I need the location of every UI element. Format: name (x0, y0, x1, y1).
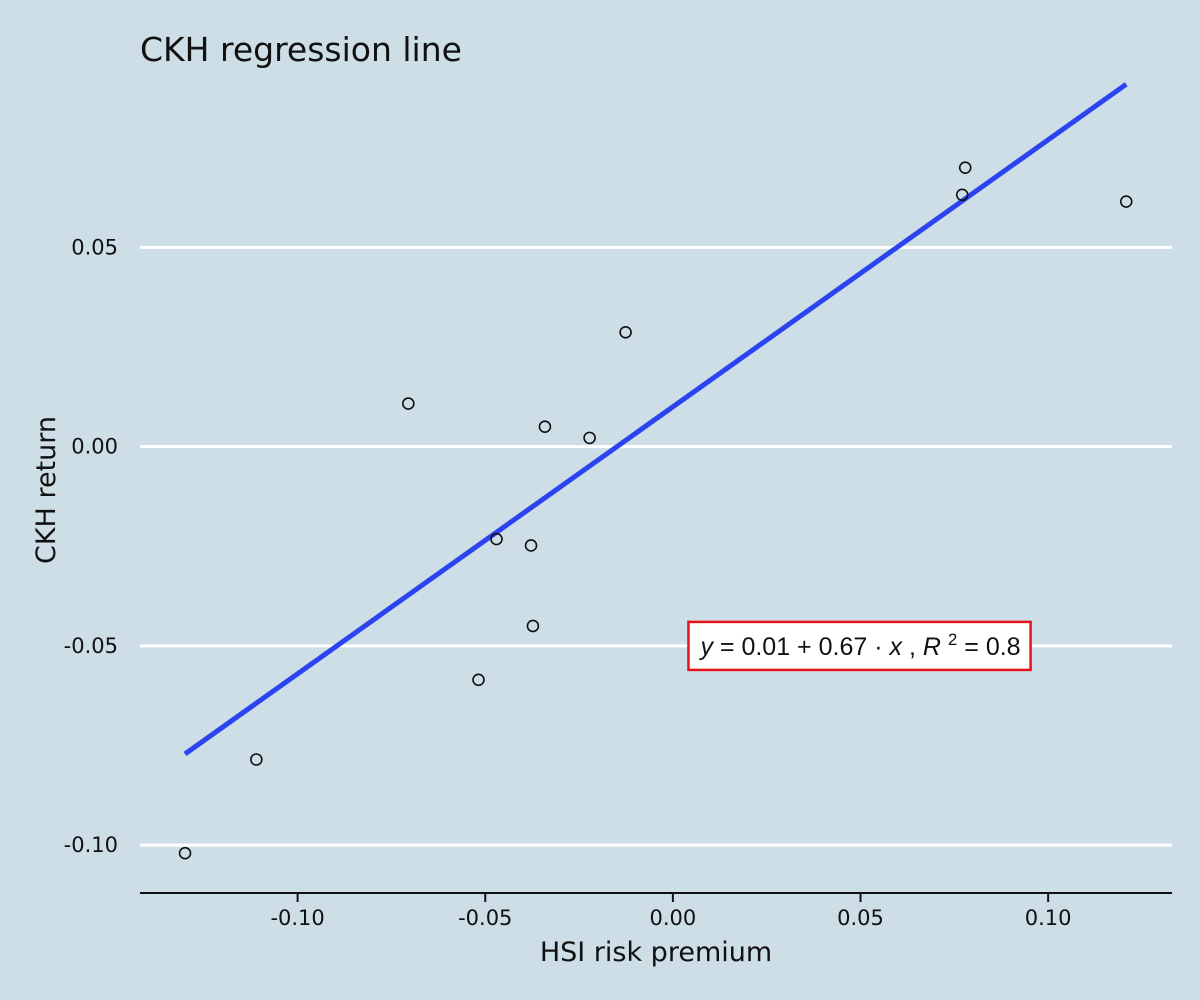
data-point (402, 397, 415, 410)
equation-x-variable: x (888, 633, 903, 661)
r-squared-exponent: 2 (948, 630, 957, 649)
data-point (526, 619, 540, 633)
data-point (955, 188, 969, 202)
y-axis-ticks: -0.10 -0.05 0.00 0.05 (64, 235, 118, 857)
scatter-points (178, 161, 1133, 860)
annotation-box (687, 620, 1032, 672)
x-tick-label: -0.10 (270, 906, 324, 930)
data-point (538, 420, 552, 434)
x-tick-label: 0.10 (1025, 906, 1072, 930)
regression-layer (183, 82, 1128, 756)
data-point (178, 846, 192, 860)
data-point (490, 532, 503, 546)
data-point (472, 673, 485, 687)
equation-coefficients: = 0.01 + 0.67 · (720, 633, 890, 661)
y-tick-label: 0.00 (71, 435, 118, 459)
r-squared-symbol: R (923, 633, 941, 661)
equation-y-variable: y (698, 633, 714, 661)
data-point (1119, 195, 1133, 208)
regression-equation: y = 0.01 + 0.67 · x , R 2 = 0.8 (698, 623, 1020, 661)
data-point (524, 539, 538, 552)
y-axis-label: CKH return (31, 416, 62, 564)
equation-separator: , (909, 633, 923, 661)
y-tick-label: 0.05 (71, 235, 118, 259)
y-tick-label: -0.10 (64, 833, 118, 857)
chart-title: CKH regression line (140, 30, 462, 69)
y-tick-label: -0.05 (64, 634, 118, 658)
data-point (619, 325, 632, 339)
data-point (583, 431, 596, 445)
x-tick-label: 0.00 (650, 906, 697, 930)
regression-equation-annotation: y = 0.01 + 0.67 · x , R 2 = 0.8 (687, 620, 1032, 672)
x-axis: -0.10 -0.05 0.00 0.05 0.10 (140, 892, 1172, 930)
regression-line (183, 82, 1128, 756)
x-tick-label: 0.05 (837, 906, 884, 930)
x-axis-label: HSI risk premium (540, 937, 772, 968)
x-tick-label: -0.05 (458, 906, 512, 930)
data-point (958, 161, 972, 174)
r-squared-value: = 0.8 (964, 633, 1020, 661)
data-point (250, 753, 263, 766)
gridlines (140, 245, 1172, 847)
